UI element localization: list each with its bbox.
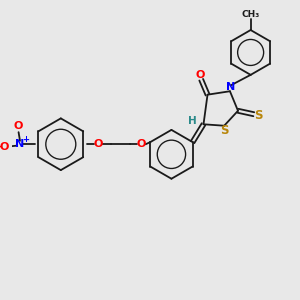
Text: N: N: [226, 82, 235, 92]
Text: N: N: [15, 139, 25, 149]
Text: -: -: [0, 142, 2, 152]
Text: O: O: [0, 142, 9, 152]
Text: H: H: [188, 116, 197, 126]
Text: O: O: [196, 70, 205, 80]
Text: O: O: [14, 121, 23, 131]
Text: O: O: [94, 139, 103, 149]
Text: O: O: [136, 139, 146, 149]
Text: +: +: [22, 135, 29, 144]
Text: S: S: [254, 109, 263, 122]
Text: CH₃: CH₃: [242, 10, 260, 19]
Text: S: S: [220, 124, 228, 137]
